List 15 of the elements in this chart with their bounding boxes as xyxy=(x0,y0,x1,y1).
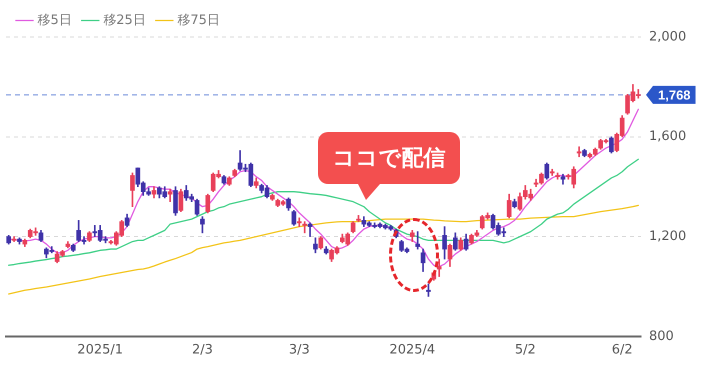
legend-label: 移5日 xyxy=(38,12,72,28)
annotation: ココで配信 xyxy=(318,132,460,184)
legend-label: 移75日 xyxy=(177,12,220,28)
x-tick-label: 2025/1 xyxy=(77,342,124,358)
y-tick-label: 800 xyxy=(649,328,674,344)
x-tick-label: 6/2 xyxy=(612,342,633,358)
y-tick-label: 2,000 xyxy=(649,29,686,44)
ref-line-label: 1,768 xyxy=(658,87,691,102)
legend-label: 移25日 xyxy=(103,12,146,28)
y-tick-label: 1,600 xyxy=(649,129,686,144)
x-tick-label: 2/3 xyxy=(192,342,213,358)
x-tick-label: 5/2 xyxy=(514,342,536,358)
y-tick-label: 1,200 xyxy=(649,228,686,244)
x-tick-label: 3/3 xyxy=(288,342,310,358)
x-tick-label: 2025/4 xyxy=(389,342,436,358)
